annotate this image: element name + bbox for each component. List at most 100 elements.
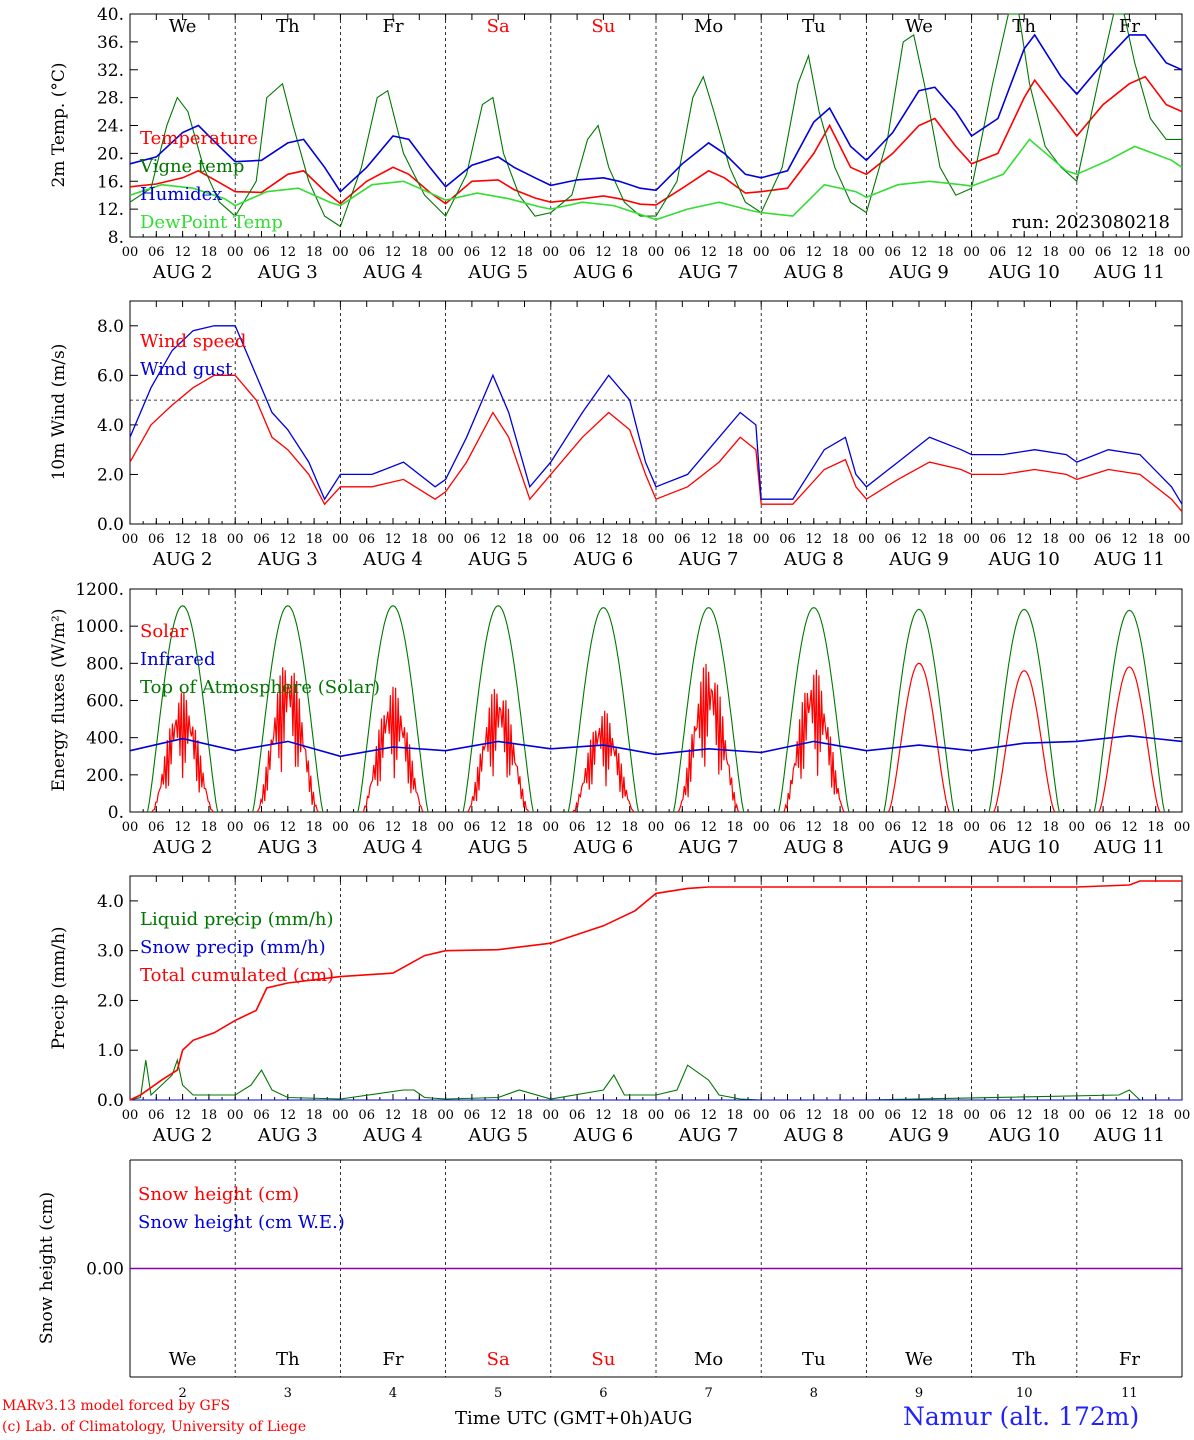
y-tick-label: 600.: [86, 692, 124, 712]
y-tick-label: 200.: [86, 766, 124, 786]
hour-tick-label: 00: [227, 532, 244, 547]
hour-tick-label: 00: [543, 532, 560, 547]
hour-tick-label: 12: [1016, 532, 1033, 547]
date-label: AUG 11: [1093, 549, 1165, 570]
date-label: AUG 2: [152, 549, 213, 570]
y-tick-label: 4.0: [97, 416, 124, 436]
date-label: AUG 8: [783, 837, 844, 858]
date-label: AUG 6: [573, 837, 634, 858]
y-tick-label: 0.: [108, 803, 124, 823]
y-tick-label: 0.0: [97, 1091, 124, 1111]
weekday-label: Sa: [487, 16, 510, 37]
hour-tick-label: 06: [674, 1108, 691, 1123]
date-label: AUG 3: [257, 1125, 318, 1146]
hour-tick-label: 06: [884, 1108, 901, 1123]
hour-tick-label: 00: [648, 245, 665, 260]
hour-tick-label: 18: [727, 1108, 744, 1123]
hour-tick-label: 06: [779, 820, 796, 835]
hour-tick-label: 06: [464, 245, 481, 260]
hour-tick-label: 12: [1121, 1108, 1138, 1123]
hour-tick-label: 06: [253, 820, 270, 835]
date-label: AUG 3: [257, 549, 318, 570]
hour-tick-label: 18: [306, 820, 323, 835]
y-axis-label: Snow height (cm): [37, 1192, 57, 1344]
legend-entry: Snow height (cm): [138, 1184, 299, 1205]
hour-tick-label: 06: [884, 245, 901, 260]
hour-tick-label: 12: [911, 820, 928, 835]
hour-tick-label: 12: [1121, 820, 1138, 835]
hour-tick-label: 18: [1042, 1108, 1059, 1123]
weekday-label: Th: [1012, 1349, 1036, 1370]
date-label: AUG 8: [783, 262, 844, 283]
weekday-label: Th: [276, 16, 300, 37]
hour-tick-label: 12: [1016, 1108, 1033, 1123]
hour-tick-label: 06: [1095, 1108, 1112, 1123]
y-axis-label: 10m Wind (m/s): [49, 344, 69, 481]
hour-tick-label: 00: [332, 245, 349, 260]
hour-tick-label: 12: [174, 532, 191, 547]
hour-tick-label: 06: [990, 1108, 1007, 1123]
hour-tick-label: 06: [1095, 820, 1112, 835]
weekday-label: We: [169, 1349, 197, 1370]
legend-entry: Total cumulated (cm): [140, 965, 334, 986]
hour-tick-label: 00: [1069, 820, 1086, 835]
hour-tick-label: 00: [858, 245, 875, 260]
hour-tick-label: 18: [201, 820, 218, 835]
y-tick-label: 28.: [97, 89, 124, 109]
day-number-label: 7: [704, 1386, 712, 1401]
hour-tick-label: 00: [437, 1108, 454, 1123]
hour-tick-label: 12: [911, 532, 928, 547]
toa-solar-line: [883, 608, 955, 813]
hour-tick-label: 06: [1095, 532, 1112, 547]
hour-tick-label: 18: [411, 820, 428, 835]
hour-tick-label: 18: [306, 532, 323, 547]
hour-tick-label: 00: [753, 245, 770, 260]
hour-tick-label: 00: [543, 1108, 560, 1123]
hour-tick-label: 12: [1121, 532, 1138, 547]
hour-tick-label: 12: [806, 245, 823, 260]
y-tick-label: 800.: [86, 654, 124, 674]
hour-tick-label: 18: [411, 1108, 428, 1123]
y-axis-label: Energy fluxes (W/m²): [49, 609, 69, 792]
hour-tick-label: 06: [358, 245, 375, 260]
hour-tick-label: 00: [122, 1108, 139, 1123]
hour-tick-label: 18: [516, 1108, 533, 1123]
weekday-label: Fr: [382, 16, 403, 37]
hour-tick-label: 12: [280, 820, 297, 835]
panel-frame: [129, 300, 1183, 525]
hour-tick-label: 12: [595, 532, 612, 547]
hour-tick-label: 00: [1174, 532, 1191, 547]
hour-tick-label: 06: [358, 820, 375, 835]
hour-tick-label: 12: [1121, 245, 1138, 260]
hour-tick-label: 18: [411, 245, 428, 260]
weekday-label: Fr: [1119, 1349, 1140, 1370]
solar-line: [572, 710, 635, 813]
series-line: [129, 13, 1182, 228]
hour-tick-label: 00: [332, 1108, 349, 1123]
hour-tick-label: 00: [437, 245, 454, 260]
weekday-label: Fr: [1119, 16, 1140, 37]
y-tick-label: 0.0: [97, 515, 124, 535]
hour-tick-label: 18: [832, 245, 849, 260]
hour-tick-label: 00: [227, 1108, 244, 1123]
hour-tick-label: 00: [963, 1108, 980, 1123]
hour-tick-label: 12: [700, 532, 717, 547]
chart-labels: 8.12.16.20.24.28.32.36.40.2m Temp. (°C)W…: [37, 5, 1190, 1401]
hour-tick-label: 00: [963, 532, 980, 547]
hour-tick-label: 06: [990, 245, 1007, 260]
hour-tick-label: 00: [1069, 532, 1086, 547]
toa-solar-line: [988, 608, 1060, 813]
hour-tick-label: 06: [779, 532, 796, 547]
hour-tick-label: 00: [858, 1108, 875, 1123]
hour-tick-label: 18: [1042, 245, 1059, 260]
hour-tick-label: 06: [884, 532, 901, 547]
date-label: AUG 6: [573, 1125, 634, 1146]
y-tick-label: 24.: [97, 117, 124, 137]
hour-tick-label: 06: [253, 1108, 270, 1123]
station-name: Namur (alt. 172m): [903, 1402, 1140, 1431]
series-line: [129, 1058, 1182, 1101]
y-tick-label: 16.: [97, 172, 124, 192]
hour-tick-label: 00: [753, 820, 770, 835]
hour-tick-label: 06: [884, 820, 901, 835]
date-label: AUG 3: [257, 837, 318, 858]
